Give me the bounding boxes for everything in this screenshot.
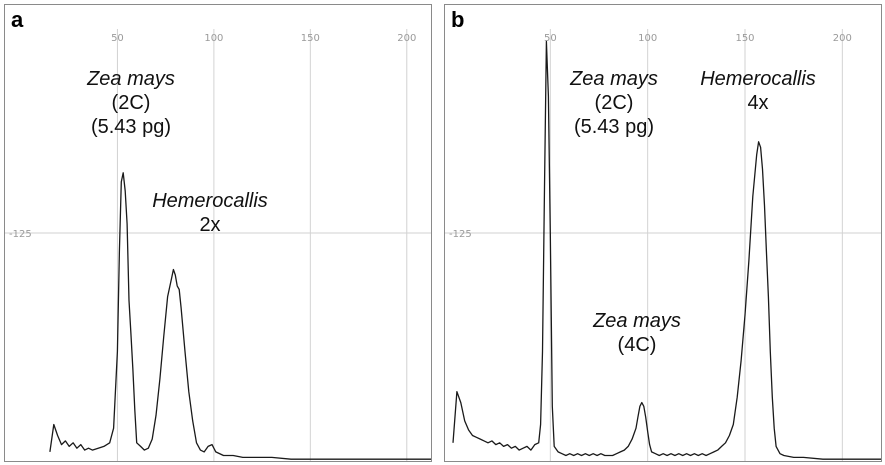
- annotation-b-hem-name: Hemerocallis: [700, 68, 816, 90]
- histogram-trace-b: [452, 40, 881, 460]
- x-tick-label-b-50: 50: [544, 33, 557, 44]
- annotation-b-zea-mass: (5.43 pg): [573, 116, 655, 138]
- annotation-a-hemerocallis: Hemerocallis 2x: [152, 189, 268, 237]
- annotation-b-zea-2c: (2C): [594, 92, 634, 114]
- y-tick-label-a-125: -125: [9, 229, 32, 240]
- chart-b-plot: 50 100 150 200 -125: [445, 29, 881, 461]
- annotation-b-zea4c-name: Zea mays: [593, 310, 681, 332]
- annotation-b-zea-name: Zea mays: [570, 68, 658, 90]
- annotation-a-zea-mass: (5.43 pg): [90, 116, 172, 138]
- x-tick-label-b-200: 200: [833, 33, 852, 44]
- histogram-trace-a: [49, 172, 431, 460]
- annotation-a-hem-name: Hemerocallis: [152, 190, 268, 212]
- x-tick-label-a-200: 200: [397, 33, 416, 44]
- x-tick-label-a-50: 50: [111, 33, 124, 44]
- annotation-a-hem-ploidy: 2x: [199, 214, 221, 236]
- annotation-b-zea-mays-4c: Zea mays (4C): [593, 309, 681, 357]
- annotation-b-zea-mays-2c: Zea mays (2C) (5.43 pg): [570, 67, 658, 139]
- panel-b-letter: b: [451, 7, 465, 32]
- annotation-b-hem-ploidy: 4x: [747, 92, 769, 114]
- annotation-b-hemerocallis: Hemerocallis 4x: [700, 67, 816, 115]
- annotation-b-zea-4c: (4C): [617, 334, 657, 356]
- annotation-a-zea-name: Zea mays: [87, 68, 175, 90]
- chart-a-plot: 50 100 150 200 -125: [5, 29, 431, 461]
- x-tick-label-b-100: 100: [638, 33, 657, 44]
- panel-b: 50 100 150 200 -125 b Zea mays (2C) (5.43 pg…: [444, 4, 882, 462]
- panel-a: 50 100 150 200 -125 a Zea mays (2C) (5.43 pg…: [4, 4, 432, 462]
- x-tick-label-a-150: 150: [301, 33, 320, 44]
- x-tick-label-a-100: 100: [204, 33, 223, 44]
- annotation-a-zea-2c: (2C): [111, 92, 151, 114]
- annotation-a-zea-mays-2c: Zea mays (2C) (5.43 pg): [87, 67, 175, 139]
- y-tick-label-b-125: -125: [449, 229, 472, 240]
- panel-a-letter: a: [11, 7, 24, 32]
- x-tick-label-b-150: 150: [735, 33, 754, 44]
